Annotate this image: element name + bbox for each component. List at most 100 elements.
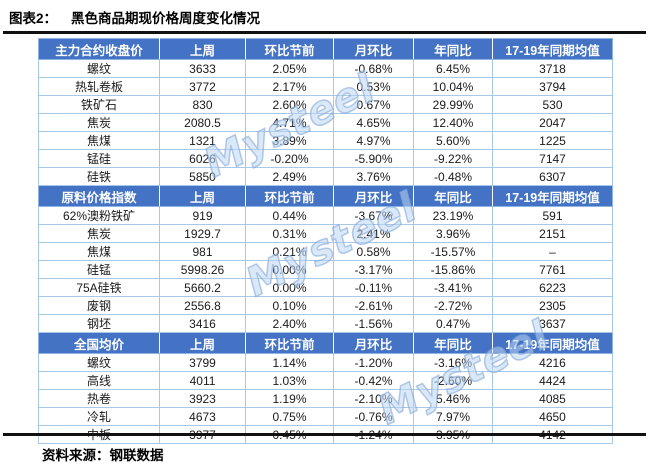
wow-change-cell: 0.31% [245, 224, 334, 243]
section-label: 主力合约收盘价 [38, 38, 160, 60]
column-header: 月环比 [333, 38, 414, 60]
wow-change-cell: 0.00% [245, 278, 334, 297]
item-name-cell: 锰硅 [38, 149, 160, 168]
wow-change-cell: 2.05% [245, 59, 334, 78]
value-cell: 12.40% [413, 113, 493, 132]
item-name-cell: 硅锰 [38, 260, 160, 279]
value-cell: 591 [492, 206, 613, 225]
value-cell: 4011 [159, 371, 246, 390]
value-cell: 3772 [159, 77, 246, 96]
value-cell: 1929.7 [159, 224, 246, 243]
value-cell: 10.04% [413, 77, 493, 96]
value-cell: 5660.2 [159, 278, 246, 297]
column-header: 月环比 [333, 332, 414, 354]
price-table-container: 主力合约收盘价 上周 环比节前 月环比 年同比 17-19年同期均值 螺纹 3633 2.05%… [38, 38, 613, 444]
table-row: 热卷 3923 1.19% -2.10% 5.46% 4085 [38, 389, 613, 408]
table-row: 焦炭 1929.7 0.31% 2.41% 3.96% 2151 [38, 224, 613, 243]
section-header-row: 全国均价 上周 环比节前 月环比 年同比 17-19年同期均值 [38, 332, 613, 354]
value-cell: 0.53% [333, 77, 414, 96]
item-name-cell: 热轧卷板 [38, 77, 160, 96]
wow-change-cell: 4.71% [245, 113, 334, 132]
table-row: 焦煤 981 0.21% 0.58% -15.57% – [38, 242, 613, 261]
section-label: 原料价格指数 [38, 185, 160, 207]
item-name-cell: 钢坯 [38, 314, 160, 333]
value-cell: 2047 [492, 113, 613, 132]
value-cell: 3633 [159, 59, 246, 78]
value-cell: -2.60% [413, 371, 493, 390]
section-header-row: 主力合约收盘价 上周 环比节前 月环比 年同比 17-19年同期均值 [38, 38, 613, 60]
value-cell: 919 [159, 206, 246, 225]
value-cell: -15.57% [413, 242, 493, 261]
item-name-cell: 螺纹 [38, 353, 160, 372]
value-cell: 4.97% [333, 131, 414, 150]
value-cell: 0.58% [333, 242, 414, 261]
value-cell: -1.24% [333, 425, 414, 444]
column-header: 年同比 [413, 332, 493, 354]
item-name-cell: 62%澳粉铁矿 [38, 206, 160, 225]
table-row: 废钢 2556.8 0.10% -2.61% -2.72% 2305 [38, 296, 613, 315]
value-cell: -0.68% [333, 59, 414, 78]
column-header: 年同比 [413, 38, 493, 60]
value-cell: -3.67% [333, 206, 414, 225]
value-cell: -2.10% [333, 389, 414, 408]
value-cell: 5.60% [413, 131, 493, 150]
bottom-rule [3, 433, 646, 436]
figure-number: 图表2： [9, 11, 58, 26]
value-cell: 530 [492, 95, 613, 114]
section-header-row: 原料价格指数 上周 环比节前 月环比 年同比 17-19年同期均值 [38, 185, 613, 207]
wow-change-cell: 0.10% [245, 296, 334, 315]
wow-change-cell: 2.60% [245, 95, 334, 114]
wow-change-cell: -0.20% [245, 149, 334, 168]
value-cell: -1.20% [333, 353, 414, 372]
value-cell: 7761 [492, 260, 613, 279]
figure-title-text: 黑色商品期现价格周度变化情况 [71, 11, 261, 26]
value-cell: 5850 [159, 167, 246, 186]
value-cell: 981 [159, 242, 246, 261]
table-row: 75A硅铁 5660.2 0.00% -0.11% -3.41% 6223 [38, 278, 613, 297]
wow-change-cell: 2.17% [245, 77, 334, 96]
column-header: 月环比 [333, 185, 414, 207]
column-header: 上周 [159, 332, 246, 354]
wow-change-cell: 1.14% [245, 353, 334, 372]
value-cell: 2305 [492, 296, 613, 315]
item-name-cell: 铁矿石 [38, 95, 160, 114]
column-header: 17-19年同期均值 [492, 185, 613, 207]
wow-change-cell: 0.44% [245, 206, 334, 225]
value-cell: -2.72% [413, 296, 493, 315]
column-header: 环比节前 [245, 185, 334, 207]
table-row: 锰硅 6026 -0.20% -5.90% -9.22% 7147 [38, 149, 613, 168]
value-cell: 4650 [492, 407, 613, 426]
value-cell: 6.45% [413, 59, 493, 78]
column-header: 上周 [159, 185, 246, 207]
item-name-cell: 热卷 [38, 389, 160, 408]
value-cell: 0.67% [333, 95, 414, 114]
item-name-cell: 冷轧 [38, 407, 160, 426]
table-row: 钢坯 3416 2.40% -1.56% 0.47% 3637 [38, 314, 613, 333]
value-cell: -2.61% [333, 296, 414, 315]
value-cell: -3.17% [333, 260, 414, 279]
value-cell: 3718 [492, 59, 613, 78]
value-cell: 7.97% [413, 407, 493, 426]
value-cell: 23.19% [413, 206, 493, 225]
item-name-cell: 硅铁 [38, 167, 160, 186]
value-cell: -1.56% [333, 314, 414, 333]
value-cell: 3416 [159, 314, 246, 333]
value-cell: 4673 [159, 407, 246, 426]
value-cell: 2.41% [333, 224, 414, 243]
table-row: 高线 4011 1.03% -0.42% -2.60% 4424 [38, 371, 613, 390]
top-rule [3, 31, 646, 34]
value-cell: 29.99% [413, 95, 493, 114]
table-row: 铁矿石 830 2.60% 0.67% 29.99% 530 [38, 95, 613, 114]
column-header: 环比节前 [245, 38, 334, 60]
column-header: 年同比 [413, 185, 493, 207]
wow-change-cell: 2.40% [245, 314, 334, 333]
value-cell: -3.41% [413, 278, 493, 297]
value-cell: 4085 [492, 389, 613, 408]
value-cell: 4.65% [333, 113, 414, 132]
value-cell: 830 [159, 95, 246, 114]
table-row: 62%澳粉铁矿 919 0.44% -3.67% 23.19% 591 [38, 206, 613, 225]
item-name-cell: 焦煤 [38, 242, 160, 261]
value-cell: 3637 [492, 314, 613, 333]
value-cell: 2556.8 [159, 296, 246, 315]
